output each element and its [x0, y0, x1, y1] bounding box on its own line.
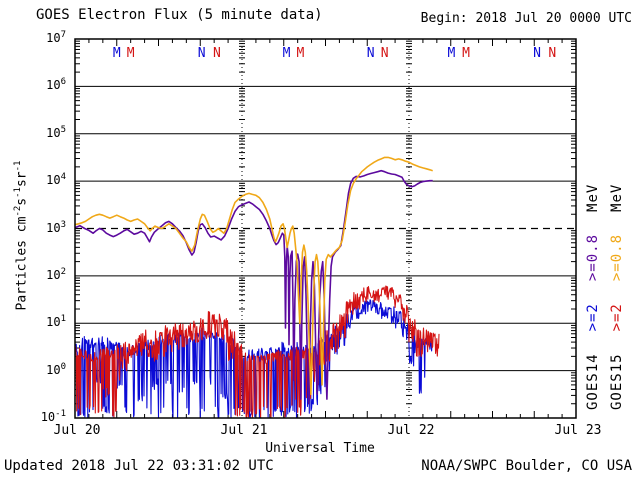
local-noon-marker: N — [366, 46, 375, 61]
legend-entry: >=0.8 — [585, 233, 601, 282]
legend-entry: GOES14 — [585, 353, 601, 410]
local-midnight-marker: M — [462, 46, 470, 61]
x-tick-label: Jul 21 — [220, 423, 268, 438]
y-axis-title: Particles cm-2s-1sr-1 — [13, 160, 30, 311]
local-midnight-marker: M — [447, 46, 456, 61]
chart-title: GOES Electron Flux (5 minute data) — [36, 7, 323, 23]
legend-entry: >=2 — [585, 303, 601, 332]
y-tick-label: 100 — [46, 361, 66, 377]
y-tick-label: 10-1 — [40, 409, 66, 424]
local-noon-marker: N — [380, 46, 389, 61]
local-midnight-marker: M — [296, 46, 305, 61]
updated-timestamp: Updated 2018 Jul 22 03:31:02 UTC — [4, 458, 274, 474]
local-noon-marker: N — [548, 46, 557, 61]
y-tick-label: 101 — [46, 314, 66, 330]
legend-entry: >=0.8 — [609, 233, 625, 282]
local-noon-marker: N — [213, 46, 221, 61]
y-tick-label: 106 — [46, 77, 66, 93]
y-tick-label: 102 — [46, 266, 66, 282]
local-noon-marker: N — [533, 46, 541, 61]
local-midnight-marker: M — [112, 46, 121, 61]
legend-column-goes14: GOES14 >=2 >=0.8 MeV — [585, 110, 601, 410]
data-source-label: NOAA/SWPC Boulder, CO USA — [421, 458, 632, 474]
series-goes14-0-8-mev — [74, 169, 433, 405]
legend-entry: MeV — [609, 183, 625, 212]
x-tick-label: Jul 23 — [554, 423, 602, 438]
y-tick-label: 105 — [46, 124, 66, 140]
y-tick-label: 104 — [46, 172, 66, 188]
y-tick-label: 107 — [46, 30, 66, 45]
begin-timestamp: Begin: 2018 Jul 20 0000 UTC — [420, 11, 632, 26]
series-goes15-0-8-mev — [74, 156, 433, 396]
legend-entry: GOES15 — [609, 353, 625, 410]
legend-column-goes15: GOES15 >=2 >=0.8 MeV — [609, 110, 625, 410]
legend-entry: MeV — [585, 183, 601, 212]
x-tick-label: Jul 22 — [387, 423, 435, 438]
x-tick-label: Jul 20 — [53, 423, 101, 438]
local-noon-marker: N — [197, 46, 206, 61]
y-tick-label: 103 — [46, 219, 66, 235]
x-axis-title: Universal Time — [265, 441, 375, 456]
local-midnight-marker: M — [282, 46, 291, 61]
local-midnight-marker: M — [126, 46, 135, 61]
legend-entry: >=2 — [609, 303, 625, 332]
series-goes15-2-mev — [74, 285, 440, 419]
plot-border — [74, 38, 577, 419]
